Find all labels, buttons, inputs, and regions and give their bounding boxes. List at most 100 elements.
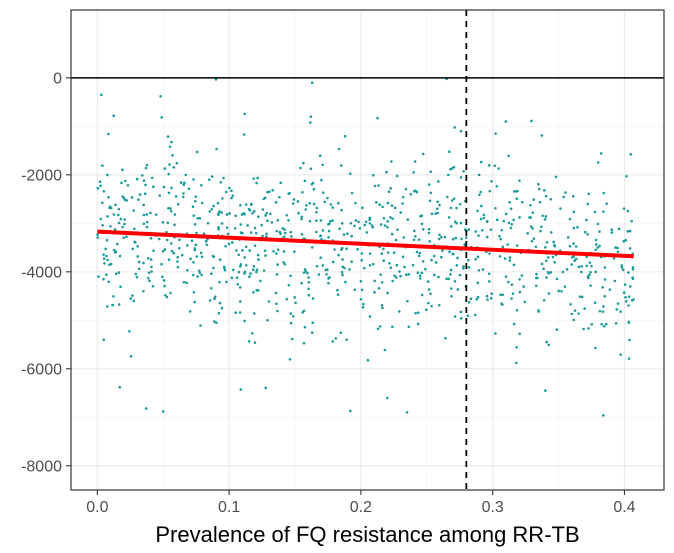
- data-point: [373, 184, 377, 188]
- data-point: [598, 230, 601, 233]
- data-point: [420, 214, 424, 217]
- data-point: [319, 219, 323, 222]
- data-point: [96, 236, 99, 239]
- data-point: [299, 166, 302, 170]
- data-point: [331, 340, 334, 343]
- data-point: [630, 299, 634, 302]
- data-point: [102, 190, 106, 193]
- data-point: [389, 187, 393, 190]
- data-point: [208, 210, 212, 213]
- data-point: [190, 239, 194, 242]
- data-point: [276, 309, 279, 313]
- data-point: [259, 279, 262, 283]
- data-point: [208, 299, 212, 302]
- data-point: [603, 266, 607, 269]
- data-point: [494, 332, 497, 335]
- data-point: [473, 313, 477, 317]
- data-point: [225, 190, 228, 194]
- data-point: [247, 207, 251, 211]
- data-point: [437, 275, 440, 279]
- data-point: [162, 185, 166, 189]
- data-point: [323, 200, 327, 204]
- data-point: [401, 195, 405, 199]
- data-point: [249, 231, 253, 234]
- data-point: [149, 236, 153, 240]
- data-point: [331, 206, 335, 209]
- data-point: [572, 226, 576, 230]
- data-point: [359, 297, 363, 301]
- data-point: [544, 389, 547, 392]
- data-point: [176, 260, 179, 263]
- data-point: [631, 266, 635, 269]
- data-point: [220, 211, 223, 214]
- data-point: [283, 231, 287, 235]
- data-point: [485, 294, 489, 298]
- data-point: [131, 247, 135, 251]
- data-point: [379, 273, 382, 276]
- data-point: [559, 207, 562, 210]
- data-point: [498, 255, 502, 258]
- data-point: [134, 272, 138, 276]
- data-point: [186, 268, 189, 272]
- data-point: [429, 292, 432, 296]
- data-point: [362, 266, 366, 270]
- data-point: [401, 202, 404, 205]
- data-point: [141, 174, 144, 177]
- data-point: [239, 223, 243, 226]
- data-point: [478, 193, 481, 197]
- data-point: [549, 198, 553, 201]
- data-point: [345, 338, 348, 341]
- data-point: [289, 321, 293, 325]
- data-point: [546, 270, 550, 274]
- data-point: [467, 228, 471, 231]
- data-point: [612, 257, 616, 260]
- data-point: [500, 228, 504, 232]
- data-point: [135, 177, 139, 181]
- data-point: [418, 274, 422, 278]
- data-point: [218, 280, 221, 284]
- data-point: [398, 270, 401, 273]
- data-point: [105, 273, 108, 276]
- data-point: [510, 297, 513, 300]
- data-point: [469, 297, 473, 301]
- data-point: [545, 340, 549, 344]
- data-point: [438, 233, 441, 237]
- data-point: [622, 291, 626, 294]
- data-point: [318, 154, 322, 158]
- data-point: [109, 262, 113, 266]
- data-point: [169, 207, 172, 210]
- data-point: [375, 201, 378, 204]
- data-point: [626, 230, 630, 233]
- data-point: [570, 263, 573, 266]
- data-point: [109, 225, 112, 228]
- data-point: [217, 228, 220, 231]
- data-point: [509, 207, 513, 210]
- data-point: [449, 206, 453, 210]
- data-point: [489, 228, 493, 231]
- data-point: [161, 410, 165, 413]
- data-point: [252, 210, 256, 213]
- data-point: [111, 303, 115, 307]
- data-point: [566, 236, 570, 239]
- data-point: [117, 207, 121, 211]
- data-point: [125, 199, 129, 202]
- data-point: [321, 229, 325, 232]
- data-point: [530, 239, 534, 243]
- data-point: [501, 245, 505, 249]
- data-point: [249, 272, 252, 275]
- data-point: [310, 81, 314, 85]
- data-point: [479, 160, 483, 164]
- data-point: [573, 309, 577, 312]
- data-point: [143, 192, 147, 195]
- data-point: [285, 213, 289, 217]
- data-point: [107, 280, 110, 284]
- data-point: [287, 283, 291, 287]
- data-point: [237, 270, 241, 274]
- y-axis-ticks: -8000 -6000 -4000 -2000 0: [21, 70, 71, 475]
- data-point: [436, 200, 439, 204]
- data-point: [151, 284, 155, 288]
- data-point: [380, 304, 384, 307]
- data-point: [509, 226, 513, 230]
- data-point: [599, 152, 603, 155]
- data-point: [574, 245, 578, 248]
